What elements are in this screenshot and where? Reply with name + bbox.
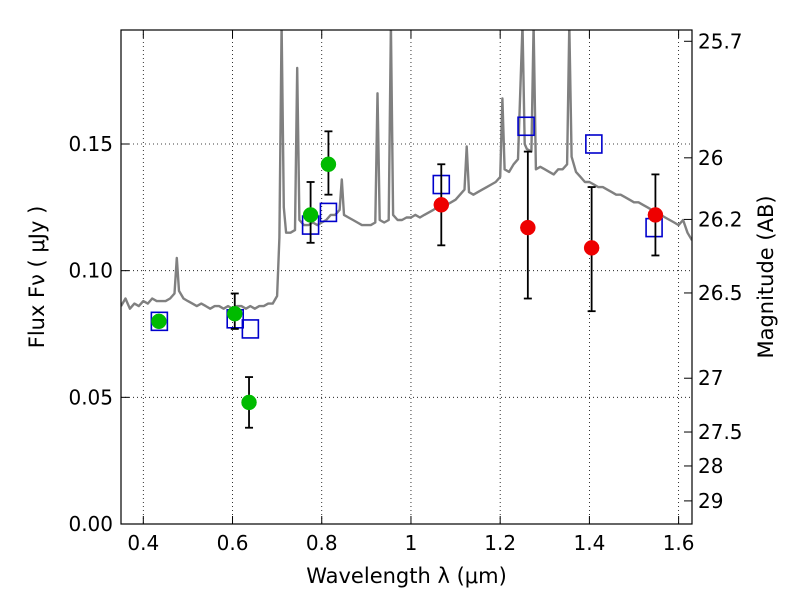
data-point <box>227 305 243 322</box>
x-axis: 0.4 0.6 0.8 1 1.2 1.4 1.6 <box>127 30 695 555</box>
right-axis-label: Magnitude (AB) <box>754 195 778 358</box>
right-tick-label: 26 <box>698 146 723 170</box>
model-square-point <box>585 134 603 154</box>
model-square-point <box>319 202 338 223</box>
y-tick-label: 0.00 <box>68 512 113 536</box>
right-tick-label: 28 <box>698 454 723 478</box>
data-point <box>583 240 600 256</box>
x-tick-label: 1.4 <box>573 531 605 555</box>
right-tick-label: 27 <box>698 366 723 390</box>
grid <box>121 30 692 524</box>
x-tick-label: 1.2 <box>484 531 516 555</box>
y-tick-label: 0.15 <box>68 132 113 156</box>
plot-area <box>121 30 692 429</box>
right-tick-label: 25.7 <box>698 29 743 53</box>
y-axis-label: Flux Fν ( μJy ) <box>25 206 49 349</box>
right-tick-label: 26.5 <box>698 281 743 305</box>
right-tick-label: 29 <box>698 489 723 513</box>
x-tick-label: 1.6 <box>663 531 695 555</box>
model-square-point <box>241 319 260 339</box>
y-tick-label: 0.10 <box>68 259 113 283</box>
data-point <box>520 219 536 236</box>
y-axis: 0.00 0.05 0.10 0.15 <box>68 132 129 536</box>
x-tick-label: 1 <box>405 531 418 555</box>
data-point <box>647 207 664 223</box>
data-point <box>302 207 319 223</box>
right-tick-label: 27.5 <box>698 420 743 444</box>
x-tick-label: 0.4 <box>127 531 159 555</box>
right-tick-label: 26.2 <box>698 207 743 231</box>
data-point <box>433 197 450 213</box>
x-tick-label: 0.6 <box>217 531 249 555</box>
right-axis: 25.7 26 26.2 26.5 27 27.5 28 29 <box>684 29 743 513</box>
x-axis-label: Wavelength λ (μm) <box>306 564 507 588</box>
data-point <box>151 313 167 330</box>
data-point <box>320 156 337 173</box>
data-point <box>241 394 257 411</box>
x-tick-label: 0.8 <box>306 531 338 555</box>
y-tick-label: 0.05 <box>68 385 113 409</box>
plot-frame <box>120 29 693 525</box>
spectrum-line <box>121 30 692 310</box>
model-square-point <box>517 116 535 137</box>
